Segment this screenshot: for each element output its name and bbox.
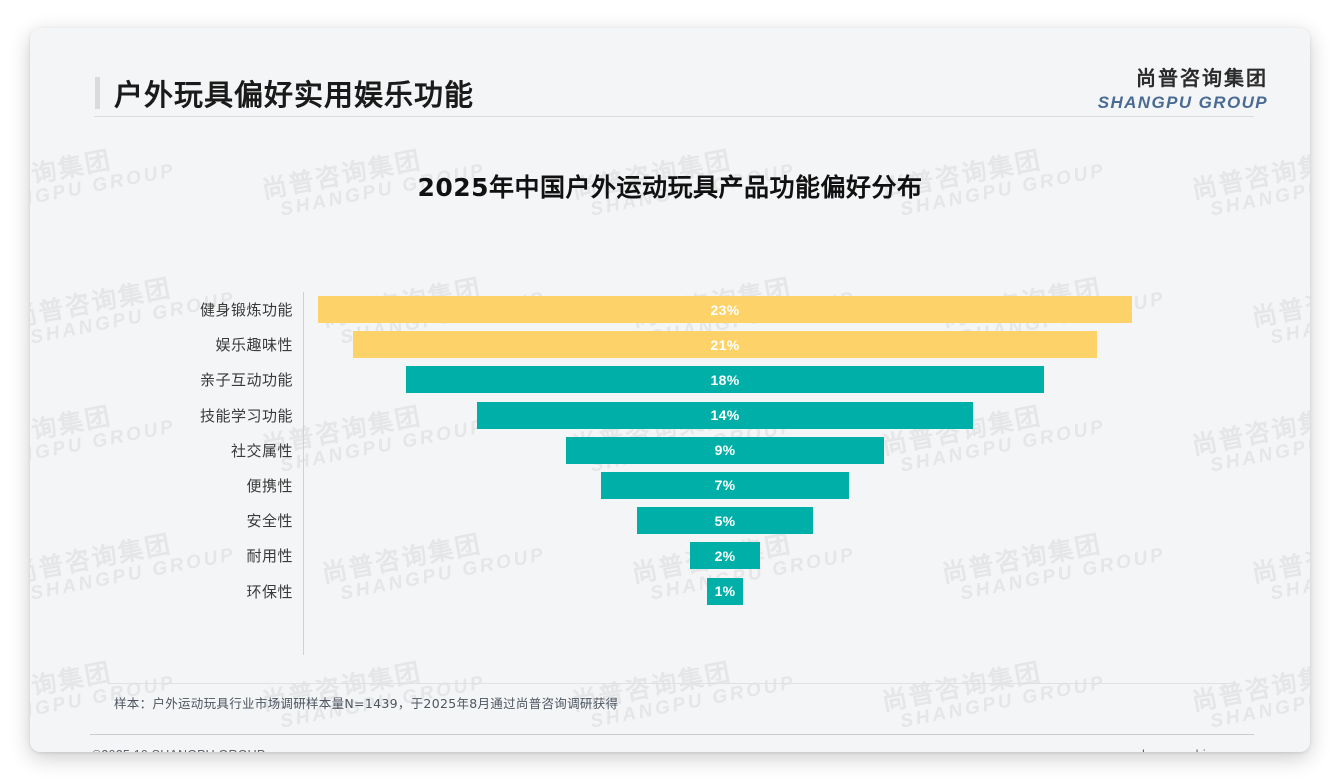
category-label: 社交属性	[230, 441, 293, 460]
bar[interactable]: 18%	[406, 366, 1044, 394]
bar[interactable]: 7%	[601, 471, 849, 499]
chart-row: 技能学习功能 14%	[30, 398, 1310, 433]
bar-zone: 1%	[304, 574, 1310, 609]
footnote-text: 样本：户外运动玩具行业市场调研样本量N=1439，于2025年8月通过尚普咨询调…	[114, 696, 619, 711]
category-label: 亲子互动功能	[199, 371, 293, 390]
chart-row: 亲子互动功能 18%	[30, 362, 1310, 397]
bar-value-label: 1%	[714, 583, 736, 599]
chart-row: 耐用性 2%	[30, 538, 1310, 573]
bar-value-label: 21%	[710, 336, 740, 353]
category-label: 安全性	[246, 512, 293, 531]
bar-zone: 23%	[304, 292, 1310, 327]
category-label: 技能学习功能	[199, 406, 293, 425]
chart-title: 2025年中国户外运动玩具产品功能偏好分布	[417, 173, 923, 202]
bar[interactable]: 23%	[318, 296, 1132, 323]
bar-zone: 7%	[304, 468, 1310, 503]
footer-divider	[90, 734, 1254, 735]
chart-row: 社交属性 9%	[30, 433, 1310, 468]
chart-row: 娱乐趣味性 21%	[30, 327, 1310, 362]
bar-value-label: 7%	[714, 477, 736, 494]
bar-zone: 2%	[304, 538, 1310, 573]
chart-rows: 健身锻炼功能 23% 娱乐趣味性 21% 亲子互动功能 18% 技能学习功能 14% 社交属性 9…	[30, 292, 1310, 609]
bar-zone: 14%	[304, 398, 1310, 433]
category-label: 耐用性	[246, 547, 293, 566]
category-label: 娱乐趣味性	[215, 336, 293, 355]
footer-copyright: ©2025.10 SHANGPU GROUP	[92, 748, 265, 752]
category-label: 健身锻炼功能	[199, 301, 293, 320]
title-accent-bar	[95, 77, 100, 109]
bar[interactable]: 21%	[353, 331, 1097, 359]
bar[interactable]: 2%	[689, 542, 761, 570]
logo-english-text: SHANGPU GROUP	[1097, 93, 1268, 112]
category-label: 环保性	[246, 582, 293, 601]
chart-row: 安全性 5%	[30, 503, 1310, 538]
page-title-wrap: 户外玩具偏好实用娱乐功能	[95, 72, 474, 114]
watermark-chinese: 尚普咨询集团	[879, 658, 1045, 717]
bar-value-label: 23%	[710, 301, 740, 318]
chart-row: 健身锻炼功能 23%	[30, 292, 1310, 327]
bar[interactable]: 5%	[636, 507, 814, 535]
bar-zone: 21%	[304, 327, 1310, 362]
logo-chinese-text: 尚普咨询集团	[1136, 66, 1268, 90]
chart-row: 环保性 1%	[30, 574, 1310, 609]
slide-card: 尚普咨询集团 SHANGPU GROUP 尚普咨询集团 SHANGPU GROUP 尚普…	[30, 28, 1310, 752]
category-label: 便携性	[246, 477, 293, 496]
bar-value-label: 18%	[710, 371, 740, 388]
bar-value-label: 14%	[710, 407, 740, 424]
bar-zone: 18%	[304, 362, 1310, 397]
watermark-chinese: 尚普咨询集团	[1189, 658, 1310, 717]
header-divider	[94, 116, 1254, 117]
bar[interactable]: 1%	[707, 577, 743, 605]
bar-value-label: 2%	[714, 547, 736, 564]
brand-logo: 尚普咨询集团 SHANGPU GROUP	[1098, 62, 1268, 113]
bar-value-label: 5%	[714, 512, 736, 529]
chart-row: 便携性 7%	[30, 468, 1310, 503]
page-title: 户外玩具偏好实用娱乐功能	[114, 78, 475, 112]
slide-footer: ©2025.10 SHANGPU GROUP www.shangpu-china…	[30, 740, 1310, 752]
slide-header: 户外玩具偏好实用娱乐功能 尚普咨询集团 SHANGPU GROUP	[30, 28, 1310, 128]
footnote-divider	[108, 683, 1236, 684]
bar-zone: 5%	[304, 503, 1310, 538]
footer-website: www.shangpu-china.com	[1105, 748, 1248, 752]
bar[interactable]: 9%	[565, 436, 885, 464]
bar-zone: 9%	[304, 433, 1310, 468]
chart-axis-line	[303, 292, 304, 655]
bar-value-label: 9%	[714, 442, 736, 459]
funnel-chart: 健身锻炼功能 23% 娱乐趣味性 21% 亲子互动功能 18% 技能学习功能 14% 社交属性 9…	[30, 260, 1310, 655]
bar[interactable]: 14%	[477, 401, 973, 429]
